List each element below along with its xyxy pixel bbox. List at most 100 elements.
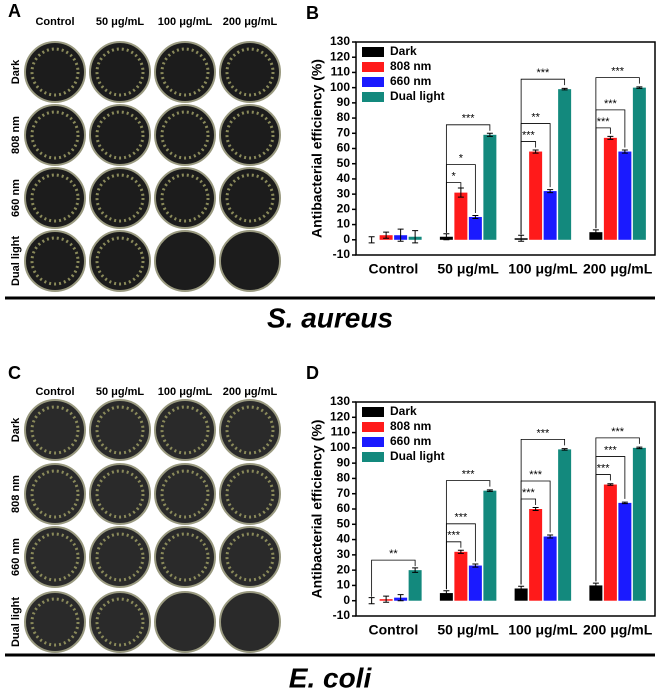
colonies — [95, 236, 145, 286]
bar — [558, 89, 572, 240]
significance-bracket — [371, 559, 416, 597]
error-bar — [472, 214, 479, 219]
bar — [468, 565, 482, 601]
bar — [632, 87, 646, 240]
colonies — [160, 173, 210, 223]
error-bar — [607, 135, 614, 140]
legend-swatch — [362, 437, 384, 447]
significance-label: *** — [529, 469, 543, 481]
bar — [589, 232, 603, 240]
plate — [219, 167, 281, 229]
y-tick-label: 70 — [337, 486, 351, 500]
x-tick-label: 100 μg/mL — [508, 261, 578, 277]
colonies — [160, 469, 210, 519]
legend-swatch — [362, 422, 384, 432]
significance-label: *** — [597, 462, 611, 474]
error-bar — [561, 87, 568, 91]
column-label: 200 μg/mL — [223, 16, 278, 28]
error-bar — [518, 585, 525, 592]
legend-swatch — [362, 407, 384, 417]
y-tick-label: 20 — [337, 202, 351, 216]
plot-frame — [355, 41, 656, 256]
plate — [89, 167, 151, 229]
plate — [24, 526, 86, 588]
bar — [514, 588, 528, 601]
colonies — [160, 110, 210, 160]
plate — [219, 230, 281, 292]
legend-label: Dual light — [390, 449, 445, 463]
y-tick-label: 0 — [343, 232, 350, 246]
colonies — [225, 47, 275, 97]
x-tick-label: Control — [368, 622, 418, 638]
plate — [219, 399, 281, 461]
plate — [24, 463, 86, 525]
row-label: Dual light — [10, 597, 22, 647]
error-bar — [397, 228, 404, 242]
error-bar — [592, 582, 599, 589]
colonies — [30, 532, 80, 582]
plate — [219, 463, 281, 525]
colonies — [95, 405, 145, 455]
significance-label: *** — [447, 530, 461, 542]
plate — [24, 41, 86, 103]
significance-bracket — [595, 437, 640, 582]
bar — [483, 490, 497, 601]
plate — [154, 526, 216, 588]
row-label: Dark — [10, 417, 22, 442]
y-tick-label: 130 — [330, 394, 350, 408]
species-label: E. coli — [289, 662, 373, 693]
colonies — [30, 47, 80, 97]
colonies — [225, 532, 275, 582]
significance-label: *** — [611, 426, 625, 438]
bar — [543, 191, 557, 240]
panel-label: C — [8, 363, 21, 383]
error-bar — [368, 597, 375, 605]
bar — [589, 585, 603, 601]
y-axis-label: Antibacterial efficiency (%) — [309, 420, 325, 599]
row-label: 808 nm — [10, 475, 22, 513]
y-tick-label: 10 — [337, 217, 351, 231]
error-bar — [547, 534, 554, 539]
plate — [154, 399, 216, 461]
significance-bracket — [445, 124, 491, 233]
error-bar — [383, 595, 390, 603]
legend-swatch — [362, 47, 384, 57]
bar — [454, 551, 468, 601]
y-tick-label: 30 — [337, 186, 351, 200]
error-bar — [636, 446, 643, 450]
significance-label: *** — [462, 469, 476, 481]
error-bar — [486, 489, 493, 492]
row-label: 808 nm — [10, 116, 22, 154]
legend-swatch — [362, 77, 384, 87]
legend-label: 660 nm — [390, 434, 431, 448]
significance-label: *** — [536, 67, 550, 79]
plate — [89, 399, 151, 461]
significance-label: *** — [604, 98, 618, 110]
x-tick-label: Control — [368, 261, 418, 277]
y-tick-label: 90 — [337, 95, 351, 109]
y-tick-label: 50 — [337, 516, 351, 530]
significance-bracket — [520, 78, 566, 235]
significance-label: *** — [536, 427, 550, 439]
colonies — [95, 597, 145, 647]
y-tick-label: 80 — [337, 110, 351, 124]
column-label: 50 μg/mL — [96, 16, 145, 28]
colonies — [30, 236, 80, 286]
column-label: Control — [35, 386, 74, 398]
y-tick-label: 10 — [337, 578, 351, 592]
colonies — [225, 469, 275, 519]
plate — [24, 104, 86, 166]
bar — [468, 216, 482, 240]
y-tick-label: 0 — [343, 593, 350, 607]
y-tick-label: 80 — [337, 471, 351, 485]
legend-label: 808 nm — [390, 419, 431, 433]
y-tick-label: 40 — [337, 171, 351, 185]
colonies — [225, 405, 275, 455]
legend-label: 660 nm — [390, 74, 431, 88]
colonies — [95, 469, 145, 519]
y-tick-label: 110 — [331, 425, 351, 439]
bar — [408, 570, 422, 601]
column-label: 100 μg/mL — [158, 16, 213, 28]
legend-swatch — [362, 452, 384, 462]
plate — [154, 591, 216, 653]
